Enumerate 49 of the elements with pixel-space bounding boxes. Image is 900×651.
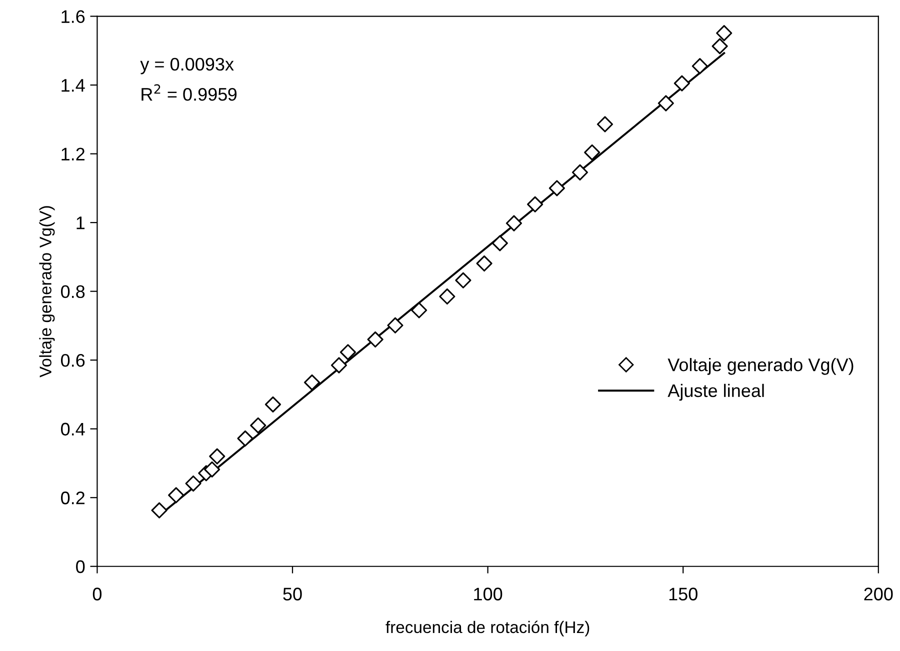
point bbox=[716, 25, 732, 42]
point bbox=[185, 475, 202, 492]
point bbox=[692, 58, 708, 74]
legend-label: Ajuste lineal bbox=[668, 384, 764, 401]
y-tick-label: 0.2 bbox=[61, 492, 84, 504]
point bbox=[584, 144, 600, 160]
legend-label: Voltaje generado Vg(V) bbox=[668, 358, 854, 375]
y-tick-label: 0.4 bbox=[61, 422, 85, 436]
point bbox=[548, 180, 565, 196]
x-tick-label: 150 bbox=[669, 588, 698, 600]
point bbox=[264, 396, 282, 412]
point bbox=[596, 116, 614, 132]
point bbox=[439, 288, 456, 305]
y-tick-label: 1 bbox=[76, 216, 85, 230]
point bbox=[674, 75, 690, 92]
point bbox=[367, 331, 384, 348]
point bbox=[340, 344, 356, 360]
x-tick-label: 50 bbox=[283, 588, 302, 600]
point bbox=[387, 317, 404, 334]
y-tick-label: 1.6 bbox=[62, 10, 85, 23]
point bbox=[492, 235, 508, 252]
point bbox=[572, 164, 588, 180]
point bbox=[476, 255, 492, 272]
y-tick-label: 0 bbox=[76, 560, 85, 574]
point bbox=[330, 357, 348, 374]
point bbox=[151, 502, 168, 518]
point bbox=[455, 272, 472, 288]
point bbox=[304, 374, 320, 390]
point bbox=[658, 95, 674, 112]
y-tick-label: 0.8 bbox=[61, 285, 85, 298]
point bbox=[506, 215, 522, 232]
point bbox=[209, 448, 226, 464]
annotation: y = 0.0093x bbox=[140, 58, 234, 74]
point bbox=[712, 38, 728, 54]
point bbox=[168, 487, 184, 504]
point bbox=[527, 196, 544, 212]
x-axis-title: frecuencia de rotación f(Hz) bbox=[386, 620, 590, 636]
x-tick-label: 200 bbox=[864, 588, 893, 600]
y-tick-label: 0.6 bbox=[61, 354, 85, 367]
point bbox=[250, 417, 266, 434]
point bbox=[204, 461, 220, 478]
y-tick-label: 1.2 bbox=[62, 148, 84, 160]
y-axis-title: Voltaje generado Vg(V) bbox=[39, 206, 55, 378]
annotation: R$^{2}$ = 0.9959 bbox=[142, 84, 237, 101]
y-tick-label: 1.4 bbox=[62, 79, 85, 92]
x-tick-label: 0 bbox=[92, 588, 102, 600]
point bbox=[237, 430, 254, 447]
point bbox=[411, 302, 428, 318]
x-tick-label: 100 bbox=[474, 588, 502, 600]
